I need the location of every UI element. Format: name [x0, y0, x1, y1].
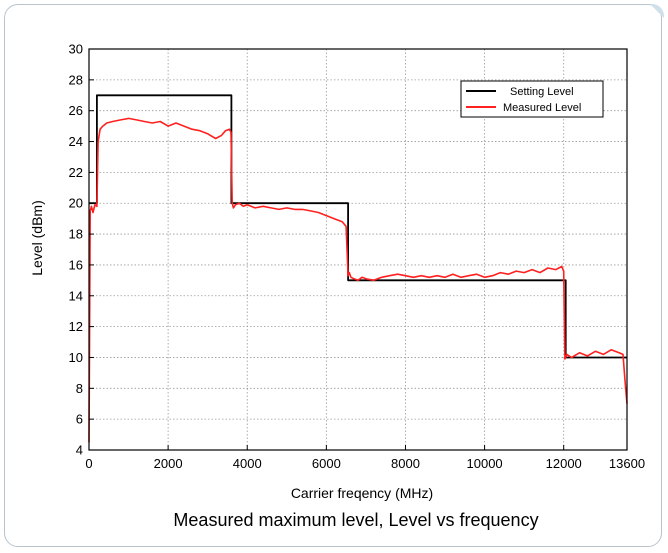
y-tick-label: 26 [69, 103, 83, 118]
legend: Setting Level Measured Level [460, 80, 604, 118]
series-line-setting-level [89, 94, 627, 359]
y-tick-label: 18 [69, 227, 83, 242]
y-tick-label: 12 [69, 319, 83, 334]
axis-ticks [88, 48, 628, 451]
x-tick-label: 4000 [233, 456, 262, 471]
series-layer [88, 94, 628, 443]
y-tick-label: 14 [69, 288, 83, 303]
plot-area-border [88, 48, 628, 451]
y-tick-label: 30 [69, 42, 83, 57]
x-tick-label: 6000 [312, 456, 341, 471]
legend-label-setting-level: Setting Level [510, 86, 574, 98]
y-tick-label: 4 [76, 443, 83, 458]
legend-label-measured-level: Measured Level [503, 102, 581, 114]
y-tick-label: 10 [69, 350, 83, 365]
y-tick-labels: 4 6 8 10 12 14 16 18 20 22 24 26 28 30 [69, 42, 83, 458]
x-tick-label: 2000 [154, 456, 183, 471]
y-tick-label: 8 [76, 381, 83, 396]
x-axis-label: Carrier freqency (MHz) [291, 485, 433, 501]
y-tick-label: 28 [69, 72, 83, 87]
series-line-measured-level [88, 117, 628, 443]
y-tick-label: 22 [69, 165, 83, 180]
x-tick-label: 8000 [391, 456, 420, 471]
chart-caption: Measured maximum level, Level vs frequen… [173, 510, 538, 530]
x-tick-label: 12000 [546, 456, 582, 471]
x-tick-label: 0 [85, 456, 92, 471]
x-tick-labels: 0 2000 4000 6000 8000 10000 12000 13600 [85, 456, 645, 471]
legend-box [460, 80, 604, 118]
x-tick-label: 10000 [467, 456, 503, 471]
y-tick-label: 16 [69, 257, 83, 272]
x-tick-label: 13600 [609, 456, 645, 471]
y-tick-label: 6 [76, 412, 83, 427]
y-tick-label: 20 [69, 196, 83, 211]
y-axis-label: Level (dBm) [29, 200, 45, 275]
frame-corner-accent [650, 4, 664, 18]
y-tick-label: 24 [69, 134, 83, 149]
